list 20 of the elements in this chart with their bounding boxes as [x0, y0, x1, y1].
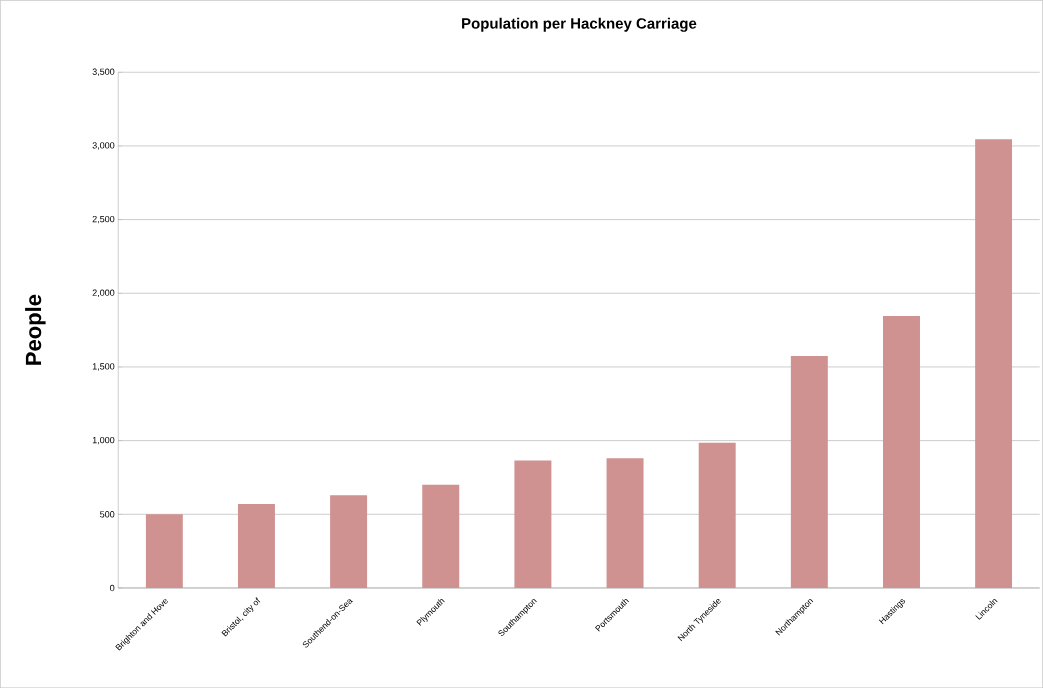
bar: [975, 139, 1013, 588]
bar: [606, 458, 644, 588]
bar: [698, 442, 736, 588]
bar: [145, 514, 183, 588]
y-axis-title: People: [25, 294, 46, 365]
y-tick-label: 500: [100, 511, 115, 518]
bar: [883, 316, 920, 588]
y-tick-label: 2,000: [92, 289, 115, 297]
chart-title: Population per Hackney Carriage: [462, 17, 697, 32]
bar: [330, 495, 368, 588]
bar: [514, 460, 552, 588]
bar: [237, 503, 275, 588]
y-tick-label: 1,000: [92, 436, 115, 445]
y-tick-label: 0: [110, 584, 115, 592]
bar: [422, 484, 460, 588]
y-tick-label: 1,500: [92, 363, 115, 371]
y-tick-label: 2,500: [92, 215, 115, 224]
bar: [790, 355, 828, 588]
y-tick-label: 3,500: [92, 68, 115, 76]
y-tick-label: 3,000: [92, 142, 115, 150]
